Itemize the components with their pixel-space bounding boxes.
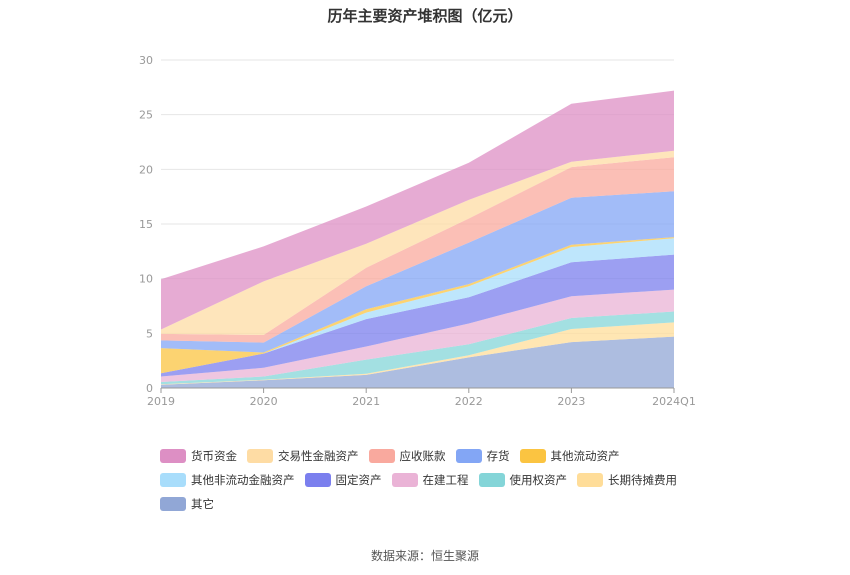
legend-label: 使用权资产 [509,473,568,487]
series-area-4[interactable] [161,254,674,377]
legend-item[interactable]: 其他非流动金融资产 [160,472,295,488]
legend-label: 交易性金融资产 [278,449,359,463]
y-tick-label: 0 [146,382,153,395]
legend-item[interactable]: 其它 [160,496,214,512]
series-area-5[interactable] [161,238,674,374]
legend-label: 长期待摊费用 [608,473,677,487]
legend-item[interactable]: 应收账款 [368,448,446,464]
legend-swatch [519,449,546,463]
legend-label: 货币资金 [191,449,237,463]
y-tick-label: 25 [139,109,153,122]
legend-label: 固定资产 [335,473,382,487]
x-tick-label: 2021 [352,395,380,408]
legend: 货币资金 交易性金融资产 应收账款 存货 其他流动资产其他非流动金融资产 固定资产 在建工程… [160,448,720,512]
y-tick-label: 15 [139,218,153,231]
legend-item[interactable]: 固定资产 [304,472,382,488]
legend-swatch [478,473,505,487]
series-area-3[interactable] [161,289,674,382]
legend-swatch [160,473,186,487]
legend-item[interactable]: 使用权资产 [478,472,568,488]
series-area-1[interactable] [161,322,674,385]
series-area-8[interactable] [161,157,674,343]
legend-label: 其他非流动金融资产 [191,473,295,487]
x-tick-label: 2019 [147,395,175,408]
series-area-0[interactable] [161,336,674,388]
legend-swatch [368,449,395,463]
y-tick-label: 10 [139,273,153,286]
series-area-7[interactable] [161,191,674,353]
y-tick-label: 20 [139,163,153,176]
legend-item[interactable]: 存货 [455,448,510,464]
x-tick-label: 2020 [250,395,278,408]
area-layer [161,90,674,388]
y-tick-label: 30 [139,54,153,67]
legend-label: 应收账款 [399,449,446,463]
stacked-area-chart: 0 5 10 15 20 25 30 2019 2020 2021 2022 2023 2024Q1 [139,54,696,408]
legend-swatch [247,449,273,463]
series-area-10[interactable] [161,90,674,330]
legend-label: 其他流动资产 [550,449,620,463]
axis-layer: 0 5 10 15 20 25 30 2019 2020 2021 2022 2023 2024Q1 [139,54,696,408]
x-tick-label: 2023 [557,395,585,408]
legend-swatch [160,497,186,511]
legend-swatch [455,449,482,463]
legend-swatch [160,449,186,463]
series-area-2[interactable] [161,311,674,385]
x-tick-label: 2022 [455,395,483,408]
chart-title: 历年主要资产堆积图（亿元） [327,7,523,25]
legend-item[interactable]: 长期待摊费用 [577,472,677,488]
legend-item[interactable]: 交易性金融资产 [247,448,359,464]
legend-item[interactable]: 其他流动资产 [519,448,620,464]
series-area-6[interactable] [161,237,674,374]
y-tick-label: 5 [146,327,153,340]
legend-item[interactable]: 货币资金 [160,448,237,464]
legend-swatch [577,473,603,487]
legend-item[interactable]: 在建工程 [391,472,469,488]
legend-label: 其它 [191,497,214,511]
legend-swatch [304,473,331,487]
legend-swatch [391,473,418,487]
series-area-9[interactable] [161,150,674,335]
x-tick-label: 2024Q1 [652,395,696,408]
legend-label: 在建工程 [422,473,469,487]
data-source: 数据来源：恒生聚源 [370,549,479,563]
legend-label: 存货 [486,449,510,463]
